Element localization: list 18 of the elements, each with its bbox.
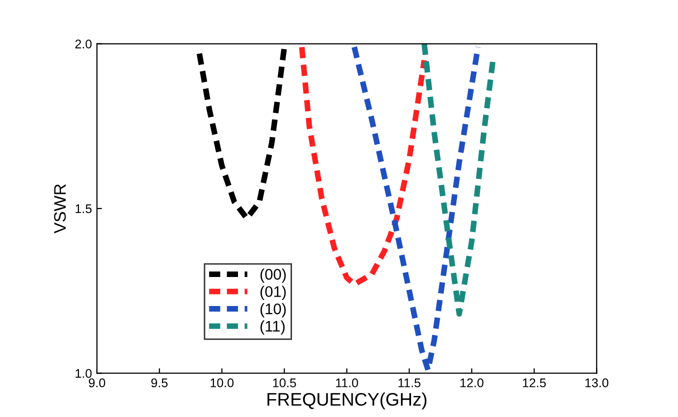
y-tick-label: 1.0 xyxy=(76,369,92,378)
y-axis-title: VSWR xyxy=(54,184,66,234)
legend-label: (01) xyxy=(260,286,286,300)
y-tick-label: 2.0 xyxy=(75,40,92,48)
x-tick-label: 13.0 xyxy=(585,378,608,388)
x-tick-label: 9.5 xyxy=(151,378,168,388)
legend-label: (10) xyxy=(260,303,286,318)
x-tick-label: 10.5 xyxy=(273,378,296,388)
legend-label: (00) xyxy=(260,268,286,283)
x-tick-label: 12.0 xyxy=(460,378,484,388)
x-tick-label: 9.0 xyxy=(88,378,106,388)
legend-label: (11) xyxy=(260,320,285,335)
x-tick-label: 11.5 xyxy=(398,378,420,388)
x-axis-title: FREQUENCY(GHz) xyxy=(268,392,426,410)
x-tick-label: 11.0 xyxy=(336,378,358,388)
x-tick-label: 10.0 xyxy=(210,378,234,388)
y-tick-label: 1.5 xyxy=(76,204,92,214)
x-tick-label: 12.5 xyxy=(522,378,546,388)
